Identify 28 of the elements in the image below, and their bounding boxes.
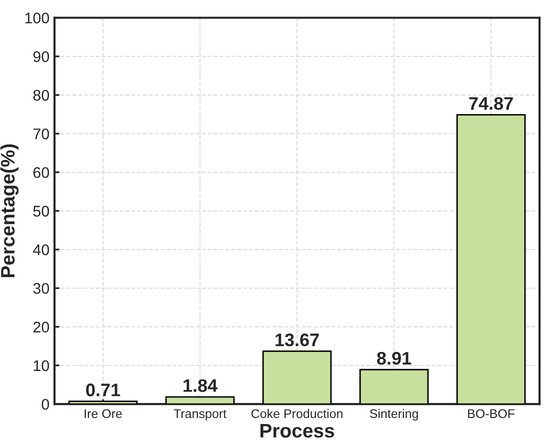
bar <box>262 350 332 404</box>
y-tick-label: 70 <box>33 128 50 140</box>
x-tick-label: Coke Production <box>251 408 342 418</box>
x-tick-label: Sintering <box>370 408 418 421</box>
y-tick-label: 60 <box>33 167 50 178</box>
data-label: 8.91 <box>377 352 412 365</box>
data-label: 74.87 <box>469 97 513 110</box>
data-label: 1.84 <box>184 379 218 392</box>
y-tick-label: 40 <box>33 244 50 256</box>
x-tick-label: Transport <box>174 409 226 421</box>
bar <box>165 396 235 404</box>
y-tick-label: 100 <box>25 12 50 24</box>
bar <box>68 400 138 404</box>
y-tick-label: 50 <box>33 206 50 217</box>
data-label: 0.71 <box>86 384 120 396</box>
y-tick-label: 20 <box>33 322 50 332</box>
y-tick-label: 10 <box>34 360 50 372</box>
bar <box>359 368 429 404</box>
x-tick-label: Ire Ore <box>84 409 122 418</box>
y-tick-label: 90 <box>33 51 50 62</box>
x-axis-title: Process <box>260 424 334 438</box>
y-tick-label: 0 <box>42 398 50 410</box>
data-label: 13.67 <box>276 333 319 346</box>
y-axis-title: Percentage(%) <box>0 144 19 278</box>
x-tick-label: BO-BOF <box>468 409 515 418</box>
bar <box>456 114 526 404</box>
y-tick-label: 80 <box>33 90 50 101</box>
y-tick-label: 30 <box>33 283 50 294</box>
